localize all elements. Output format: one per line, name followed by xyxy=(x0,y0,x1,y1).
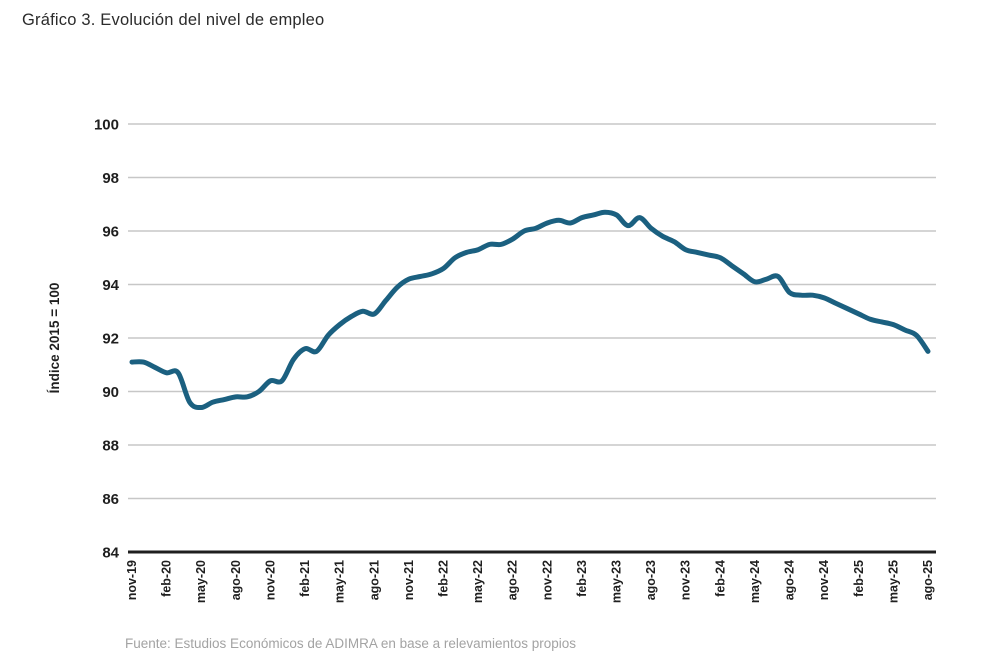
x-tick-label: may-23 xyxy=(610,560,624,603)
x-tick-label: may-21 xyxy=(333,560,347,603)
y-tick-label: 92 xyxy=(102,331,119,348)
x-tick-label: nov-22 xyxy=(540,560,554,600)
x-tick-label: may-22 xyxy=(471,560,485,603)
x-tick-label: ago-24 xyxy=(783,560,797,600)
y-tick-label: 98 xyxy=(102,170,119,187)
x-tick-label: nov-23 xyxy=(679,560,693,600)
x-tick-label: feb-25 xyxy=(852,560,866,597)
y-axis-title: Índice 2015 = 100 xyxy=(47,283,62,394)
x-tick-label: ago-22 xyxy=(506,560,520,600)
x-tick-label: ago-21 xyxy=(367,560,381,600)
x-tick-label: ago-20 xyxy=(229,560,243,600)
y-tick-label: 90 xyxy=(102,384,119,401)
y-tick-label: 94 xyxy=(102,277,119,294)
x-tick-label: nov-20 xyxy=(263,560,277,600)
x-axis-labels-group: nov-19 feb-20 may-20 ago-20 nov-20 feb-21 may-… xyxy=(125,560,935,603)
x-tick-label: feb-24 xyxy=(713,560,727,597)
y-tick-label: 86 xyxy=(102,491,119,508)
x-tick-label: feb-23 xyxy=(575,560,589,597)
x-tick-label: may-24 xyxy=(748,560,762,603)
x-tick-label: ago-25 xyxy=(921,560,935,600)
chart-title: Gráfico 3. Evolución del nivel de empleo xyxy=(22,11,325,29)
x-tick-label: feb-21 xyxy=(298,560,312,597)
y-axis-labels-group: 84 86 88 90 92 94 96 98 100 xyxy=(94,117,120,562)
x-tick-label: ago-23 xyxy=(644,560,658,600)
y-tick-label: 84 xyxy=(102,545,119,562)
x-tick-label: may-20 xyxy=(194,560,208,603)
x-tick-label: feb-20 xyxy=(160,560,174,597)
y-tick-label: 96 xyxy=(102,224,119,241)
employment-index-line xyxy=(129,209,931,411)
gridlines-group xyxy=(128,123,936,554)
x-tick-label: feb-22 xyxy=(436,560,450,597)
y-tick-label: 88 xyxy=(102,438,119,455)
source-note: Fuente: Estudios Económicos de ADIMRA en… xyxy=(125,636,576,651)
x-tick-label: nov-21 xyxy=(402,560,416,600)
x-tick-label: nov-24 xyxy=(817,560,831,600)
series-group xyxy=(129,209,931,411)
x-tick-label: nov-19 xyxy=(125,560,139,600)
y-tick-label: 100 xyxy=(94,117,119,134)
x-tick-label: may-25 xyxy=(886,560,900,603)
